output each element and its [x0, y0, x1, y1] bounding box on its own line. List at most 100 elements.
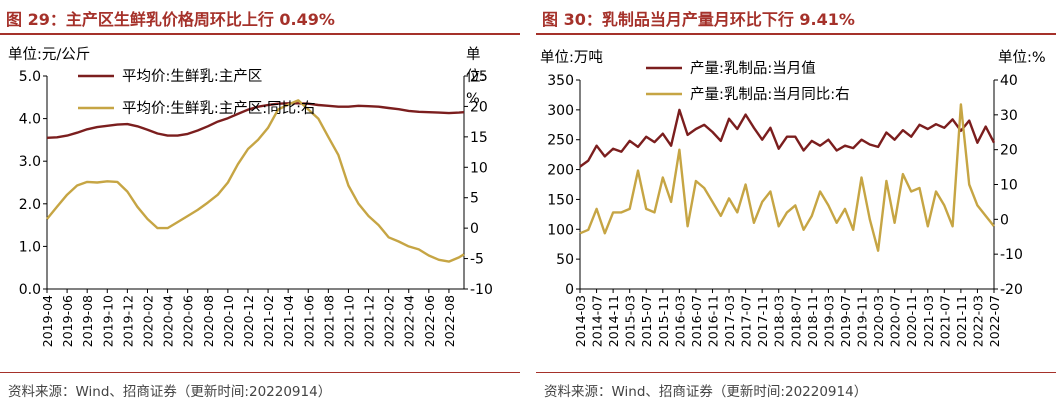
right-tick-label: 15 [470, 130, 488, 146]
x-tick-label: 2014-11 [606, 295, 621, 347]
x-tick-label: 2015-11 [656, 295, 671, 347]
series-line-yoy [579, 103, 995, 252]
x-tick-label: 2019-04 [40, 295, 55, 347]
x-tick-label: 2022-02 [382, 295, 397, 347]
legend-label: 产量:乳制品:当月同比:右 [690, 86, 850, 103]
x-tick-label: 2017-11 [755, 295, 770, 347]
left-tick-label: 0 [565, 282, 574, 298]
x-tick-label: 2020-12 [241, 295, 256, 347]
figure-29-source: 资料来源：Wind、招商证券（更新时间:20220914） [8, 384, 332, 400]
left-tick-label: 300 [547, 103, 574, 119]
right-tick-label: 40 [1000, 73, 1018, 89]
x-tick-label: 2021-11 [954, 295, 969, 347]
x-tick-label: 2016-07 [689, 295, 704, 347]
left-tick-label: 100 [547, 222, 574, 238]
source-divider [0, 372, 520, 373]
x-tick-label: 2020-06 [181, 295, 196, 347]
x-tick-label: 2020-02 [140, 295, 155, 347]
x-tick-label: 2021-07 [937, 295, 952, 347]
figure-29-chart: 0.0 1.0 2.0 3.0 4.0 5.0 -10 -5 0 5 10 15 20 25 2019-04… [8, 46, 493, 347]
right-tick-label: 20 [1000, 143, 1018, 159]
x-tick-label: 2018-11 [805, 295, 820, 347]
series-line-price [579, 108, 996, 168]
x-tick-label: 2020-07 [888, 295, 903, 347]
x-tick-label: 2021-02 [261, 295, 276, 347]
x-tick-label: 2021-10 [341, 295, 356, 347]
x-tick-label: 2016-11 [705, 295, 720, 347]
right-axis-unit-label-part: 单 [466, 46, 481, 63]
x-tick-label: 2015-07 [639, 295, 654, 347]
figure-29: 图 29：主产区生鲜乳价格周环比上行 0.49% 0.0 1.0 2.0 3.0 4.0… [0, 0, 520, 409]
figure-29-title: 图 29：主产区生鲜乳价格周环比上行 0.49% [6, 10, 335, 29]
x-tick-label: 2018-03 [772, 295, 787, 347]
right-tick-label: -5 [470, 252, 484, 268]
x-tick-label: 2014-03 [573, 295, 588, 347]
x-tick-label: 2022-07 [987, 295, 1002, 347]
x-tick-label: 2018-07 [788, 295, 803, 347]
left-tick-label: 250 [547, 133, 574, 149]
legend-label: 平均价:生鲜乳:主产区 [122, 68, 262, 85]
x-tick-label: 2022-08 [442, 295, 457, 347]
right-tick-label: 20 [470, 99, 488, 115]
x-tick-label: 2021-03 [921, 295, 936, 347]
right-tick-label: 10 [470, 160, 488, 176]
x-tick-label: 2021-04 [281, 295, 296, 347]
title-underline [0, 33, 520, 35]
x-tick-label: 2019-03 [821, 295, 836, 347]
x-tick-label: 2019-06 [60, 295, 75, 347]
x-tick-label: 2016-03 [672, 295, 687, 347]
left-tick-label: 1.0 [19, 239, 41, 255]
x-tick-label: 2019-12 [120, 295, 135, 347]
legend-label: 平均价:生鲜乳:主产区:同比:右 [122, 100, 316, 117]
right-tick-label: 5 [470, 191, 479, 207]
x-tick-label: 2020-11 [904, 295, 919, 347]
x-tick-label: 2015-03 [623, 295, 638, 347]
x-tick-label: 2021-06 [301, 295, 316, 347]
figure-30-title: 图 30：乳制品当月产量月环比下行 9.41% [542, 10, 855, 29]
right-axis-unit-label-part: % [466, 91, 480, 107]
x-tick-label: 2022-04 [402, 295, 417, 347]
figure-30: 图 30：乳制品当月产量月环比下行 9.41% 0 50 100 150 200 250 3… [536, 0, 1056, 409]
right-tick-label: -20 [1000, 282, 1023, 298]
x-tick-label: 2014-07 [590, 295, 605, 347]
legend-label: 产量:乳制品:当月值 [690, 60, 816, 77]
x-tick-label: 2017-07 [739, 295, 754, 347]
series-line-yoy [46, 99, 465, 263]
left-tick-label: 4.0 [19, 112, 41, 128]
x-tick-label: 2019-08 [80, 295, 95, 347]
x-tick-label: 2021-12 [362, 295, 377, 347]
left-axis-unit-label: 单位:万吨 [540, 49, 603, 66]
right-tick-label: 0 [1000, 212, 1009, 228]
left-tick-label: 5.0 [19, 69, 41, 85]
right-tick-label: -10 [1000, 247, 1023, 263]
x-tick-label: 2022-06 [422, 295, 437, 347]
left-tick-label: 3.0 [19, 154, 41, 170]
title-underline [536, 33, 1056, 35]
figure-30-source: 资料来源：Wind、招商证券（更新时间:20220914） [544, 384, 868, 400]
x-tick-label: 2022-03 [970, 295, 985, 347]
right-tick-label: -10 [470, 282, 493, 298]
series-line-price [46, 102, 465, 139]
right-tick-label: 10 [1000, 178, 1018, 194]
x-tick-label: 2017-03 [722, 295, 737, 347]
x-tick-label: 2020-03 [871, 295, 886, 347]
right-axis-unit-label-part: 位: [466, 68, 485, 85]
x-tick-label: 2020-08 [201, 295, 216, 347]
x-tick-label: 2019-07 [838, 295, 853, 347]
right-tick-label: 25 [470, 69, 488, 85]
left-tick-label: 350 [547, 73, 574, 89]
left-tick-label: 2.0 [19, 197, 41, 213]
left-tick-label: 0.0 [19, 282, 41, 298]
x-tick-label: 2019-10 [100, 295, 115, 347]
figure-30-chart: 0 50 100 150 200 250 300 350 -20 -10 0 10 20 30 40 2014… [540, 49, 1046, 347]
x-tick-label: 2020-04 [161, 295, 176, 347]
x-tick-label: 2021-08 [321, 295, 336, 347]
x-tick-label: 2019-11 [855, 295, 870, 347]
left-axis-unit-label: 单位:元/公斤 [8, 46, 90, 63]
left-tick-label: 200 [547, 163, 574, 179]
left-tick-label: 150 [547, 192, 574, 208]
right-axis-unit-label: 单位:% [998, 49, 1046, 66]
source-divider [536, 372, 1056, 373]
right-tick-label: 0 [470, 221, 479, 237]
x-tick-label: 2020-10 [221, 295, 236, 347]
